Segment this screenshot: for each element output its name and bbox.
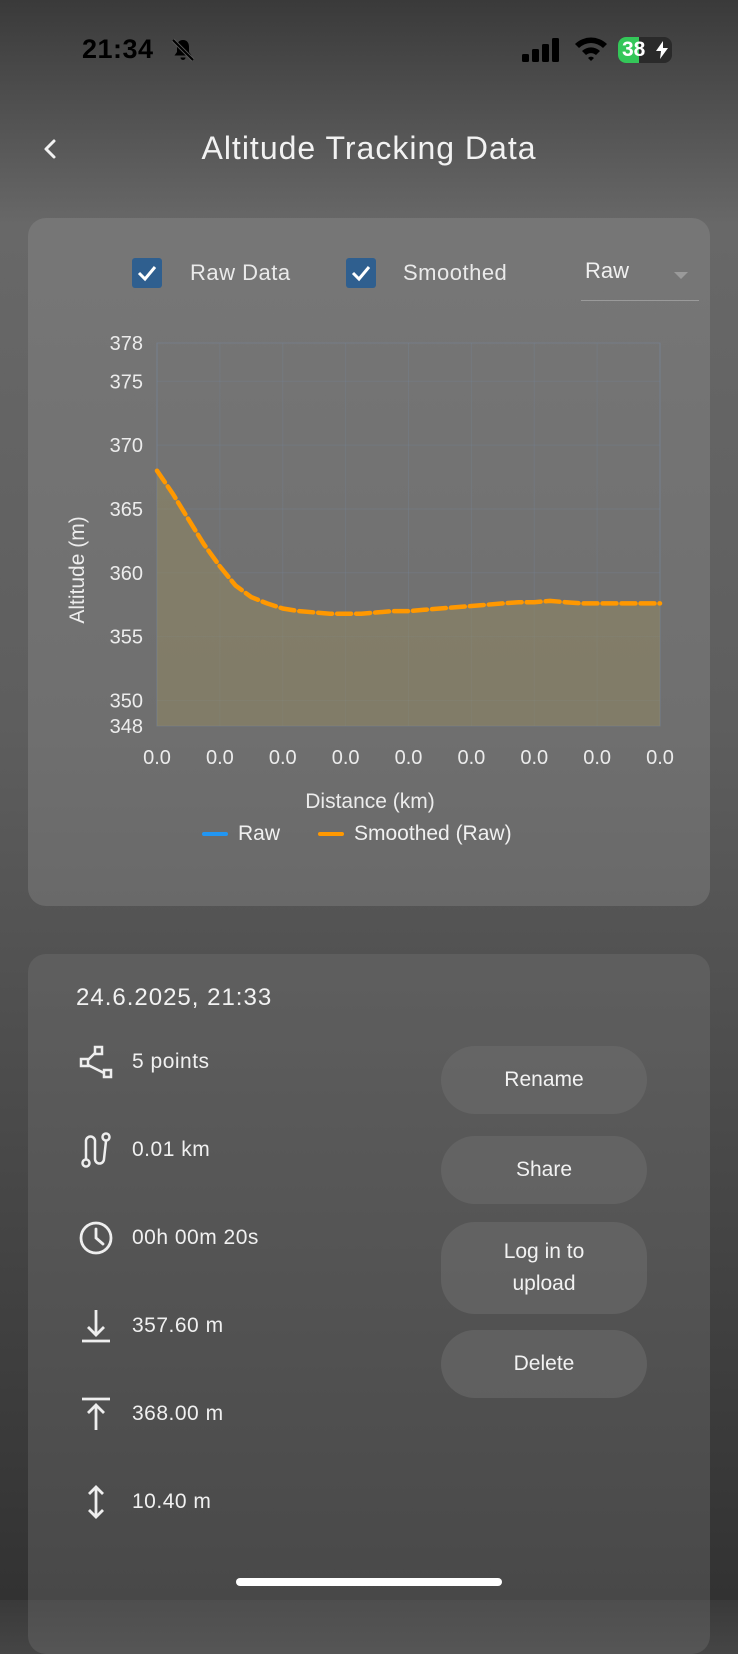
page-title: Altitude Tracking Data: [201, 130, 537, 166]
share-button[interactable]: Share: [441, 1136, 647, 1204]
login-upload-label-line2: upload: [512, 1272, 576, 1295]
login-upload-label-line1: Log in to: [503, 1240, 585, 1263]
stat-duration: 00h 00m 20s: [76, 1218, 259, 1258]
status-bar: 21:34 38: [0, 0, 738, 100]
stat-max-altitude: 368.00 m: [76, 1394, 224, 1434]
login-upload-button[interactable]: Log in to upload: [441, 1222, 647, 1314]
chart-areas: [157, 470, 660, 726]
y-tick-label: 375: [110, 371, 143, 393]
legend-label-smoothed: Smoothed (Raw): [354, 822, 512, 845]
legend-label-raw: Raw: [238, 822, 281, 845]
cellular-signal-icon: [522, 38, 562, 67]
y-tick-labels: 378 375 370 365 360 355 350 348: [110, 333, 143, 738]
route-icon: [76, 1130, 116, 1170]
back-chevron-icon[interactable]: [36, 134, 66, 164]
max-altitude-value: 368.00 m: [132, 1402, 224, 1425]
vertical-range-arrows-icon: [76, 1482, 116, 1522]
arrow-up-to-line-icon: [76, 1394, 116, 1434]
bell-muted-icon: [170, 37, 196, 68]
chart-legend: Raw Smoothed (Raw): [28, 822, 710, 852]
smoothed-label: Smoothed: [403, 260, 508, 285]
home-indicator: [236, 1578, 502, 1586]
battery-indicator: 38: [618, 37, 672, 63]
points-count: 5 points: [132, 1050, 210, 1073]
x-tick-label: 0.0: [206, 747, 234, 769]
raw-data-label: Raw Data: [190, 260, 291, 285]
x-tick-label: 0.0: [583, 747, 611, 769]
delete-button[interactable]: Delete: [441, 1330, 647, 1398]
checkmark-icon: [351, 266, 371, 282]
y-axis-title: Altitude (m): [66, 516, 89, 623]
x-tick-label: 0.0: [332, 747, 360, 769]
chart-card: Raw Data Smoothed Raw 378 375 370 365 360 355…: [28, 218, 710, 906]
smoothed-checkbox[interactable]: [346, 258, 376, 288]
rename-button[interactable]: Rename: [441, 1046, 647, 1114]
stat-min-altitude: 357.60 m: [76, 1306, 224, 1346]
y-tick-label: 355: [110, 627, 143, 649]
raw-data-checkbox[interactable]: [132, 258, 162, 288]
charging-bolt-icon: [656, 41, 668, 63]
arrow-down-to-line-icon: [76, 1306, 116, 1346]
x-axis-title: Distance (km): [305, 790, 435, 813]
y-tick-label: 348: [110, 716, 143, 738]
y-tick-label: 350: [110, 690, 143, 712]
y-tick-label: 378: [110, 333, 143, 355]
legend-swatch-smoothed: [318, 832, 344, 836]
checkmark-icon: [137, 266, 157, 282]
chart-grid: [156, 342, 661, 727]
x-tick-label: 0.0: [457, 747, 485, 769]
polyline-points-icon: [76, 1042, 116, 1082]
y-tick-label: 360: [110, 563, 143, 585]
status-time: 21:34: [82, 34, 154, 64]
x-tick-labels: 0.0 0.0 0.0 0.0 0.0 0.0 0.0 0.0 0.0: [143, 747, 674, 769]
x-tick-label: 0.0: [520, 747, 548, 769]
battery-fill: [618, 37, 639, 63]
distance-value: 0.01 km: [132, 1138, 211, 1161]
x-tick-label: 0.0: [143, 747, 171, 769]
wifi-icon: [574, 36, 608, 67]
mode-dropdown[interactable]: Raw: [581, 248, 699, 301]
stat-altitude-range: 10.40 m: [76, 1482, 211, 1522]
clock-icon: [76, 1218, 116, 1258]
plot-frame: [156, 342, 661, 727]
altitude-range-value: 10.40 m: [132, 1490, 212, 1513]
legend-item-smoothed: Smoothed (Raw): [318, 822, 512, 846]
chart-lines: [154, 468, 663, 616]
y-tick-label: 365: [110, 499, 143, 521]
stat-distance: 0.01 km: [76, 1130, 210, 1170]
legend-swatch-raw: [202, 832, 228, 836]
dropdown-arrow-icon: [673, 268, 689, 286]
track-info-card: 24.6.2025, 21:33 5 points 0.01 km: [28, 954, 710, 1654]
x-tick-label: 0.0: [646, 747, 674, 769]
track-date: 24.6.2025, 21:33: [76, 984, 273, 1011]
x-tick-label: 0.0: [269, 747, 297, 769]
app-header: Altitude Tracking Data: [0, 120, 738, 180]
mode-dropdown-value: Raw: [585, 258, 630, 283]
min-altitude-value: 357.60 m: [132, 1314, 224, 1337]
x-tick-label: 0.0: [395, 747, 423, 769]
smoothed-series-line: [154, 468, 663, 616]
legend-item-raw: Raw: [202, 822, 280, 846]
y-tick-label: 370: [110, 435, 143, 457]
smoothed-area: [157, 470, 660, 726]
duration-value: 00h 00m 20s: [132, 1226, 259, 1249]
stat-points: 5 points: [76, 1042, 210, 1082]
battery-percentage: 38: [622, 38, 646, 61]
